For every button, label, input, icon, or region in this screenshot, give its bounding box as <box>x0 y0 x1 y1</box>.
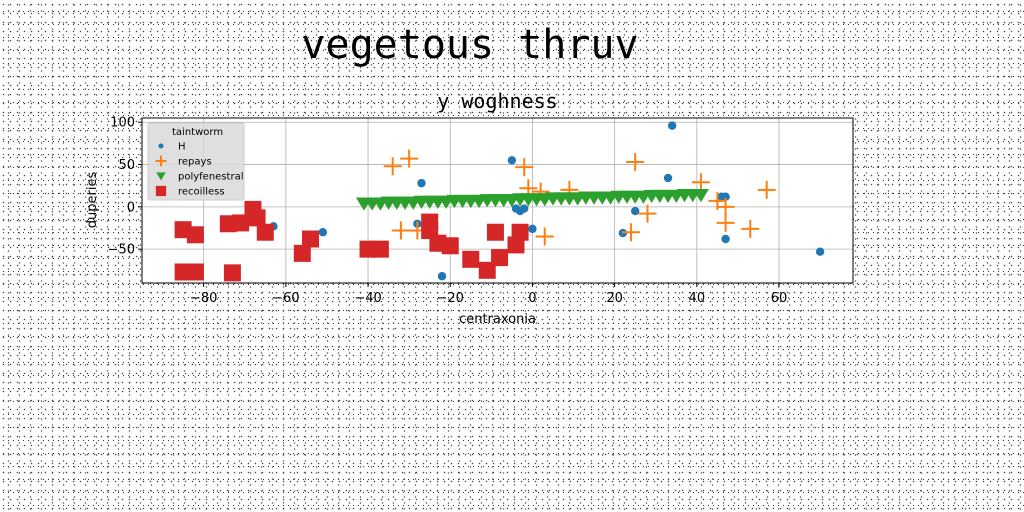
x-tick-label: −60 <box>272 291 299 306</box>
recoilless-point <box>186 226 204 244</box>
x-tick-label: 20 <box>606 291 623 306</box>
h-point <box>528 224 537 234</box>
y-tick-label: −50 <box>108 243 135 258</box>
x-tick-label: −40 <box>354 291 381 306</box>
h-point <box>663 173 673 183</box>
legend-title: taintworm <box>172 127 223 138</box>
x-tick-label: 0 <box>528 291 536 306</box>
recoilless-point <box>223 264 241 282</box>
plot-frame <box>141 117 854 284</box>
legend-marker-recoilless <box>155 185 167 197</box>
y-axis-label: duperies <box>85 172 100 229</box>
repays-point <box>757 180 776 199</box>
h-point <box>437 272 447 281</box>
x-tick-label: 60 <box>771 291 788 306</box>
recoilless-point <box>248 209 266 227</box>
recoilless-point <box>491 249 509 267</box>
x-tick-label: −80 <box>190 291 217 306</box>
repays-point <box>691 173 710 192</box>
recoilless-point <box>486 223 504 241</box>
recoilless-point <box>441 237 459 255</box>
recoilless-point <box>186 263 204 281</box>
figure-title: vegetous thruv <box>301 22 639 68</box>
x-axis-label: centraxonia <box>459 312 536 327</box>
axis-ticks: −80 −60 −40 −20 0 20 40 60 −50 0 50 100 <box>108 116 788 306</box>
recoilless-point <box>371 240 389 258</box>
data-marks <box>174 121 825 282</box>
chart-title: y woghness <box>437 89 557 113</box>
repays-point <box>383 157 402 176</box>
legend-label-polyfenestral: polyfenestral <box>178 172 243 183</box>
legend-marker-h <box>158 143 164 149</box>
y-tick-label: 0 <box>127 200 135 215</box>
h-point <box>815 247 825 256</box>
repays-point <box>622 223 641 242</box>
repays-point <box>391 221 410 240</box>
repays-point <box>535 227 554 246</box>
h-point <box>721 234 730 244</box>
repays-point <box>638 204 657 223</box>
y-tick-label: 100 <box>110 116 135 131</box>
h-point <box>717 192 726 201</box>
repays-point <box>515 158 534 177</box>
repays-point <box>716 197 735 216</box>
legend-marker-repays <box>155 155 167 167</box>
legend-label-h: H <box>178 142 186 153</box>
repays-point <box>741 219 760 238</box>
legend-box <box>147 122 245 201</box>
legend-label-repays: repays <box>178 157 212 168</box>
recoilless-point <box>302 230 320 248</box>
repays-point <box>626 153 645 171</box>
recoilless-point <box>462 250 480 268</box>
legend-label-recoilless: recoilless <box>178 187 225 198</box>
h-point <box>667 121 677 130</box>
y-tick-label: 50 <box>118 158 135 173</box>
repays-point <box>400 149 419 168</box>
recoilless-point <box>256 223 274 241</box>
h-point <box>318 228 328 237</box>
h-point <box>630 206 640 216</box>
recoilless-point <box>293 244 311 262</box>
h-point <box>515 206 525 216</box>
x-tick-label: 40 <box>689 291 706 306</box>
h-point <box>417 178 426 188</box>
polyfenestral-point <box>692 189 709 203</box>
x-tick-label: −20 <box>437 291 464 306</box>
legend-marker-polyfenestral <box>156 172 166 181</box>
h-point <box>507 156 517 165</box>
recoilless-point <box>511 223 529 241</box>
repays-point <box>716 213 735 232</box>
recoilless-point <box>232 214 250 232</box>
